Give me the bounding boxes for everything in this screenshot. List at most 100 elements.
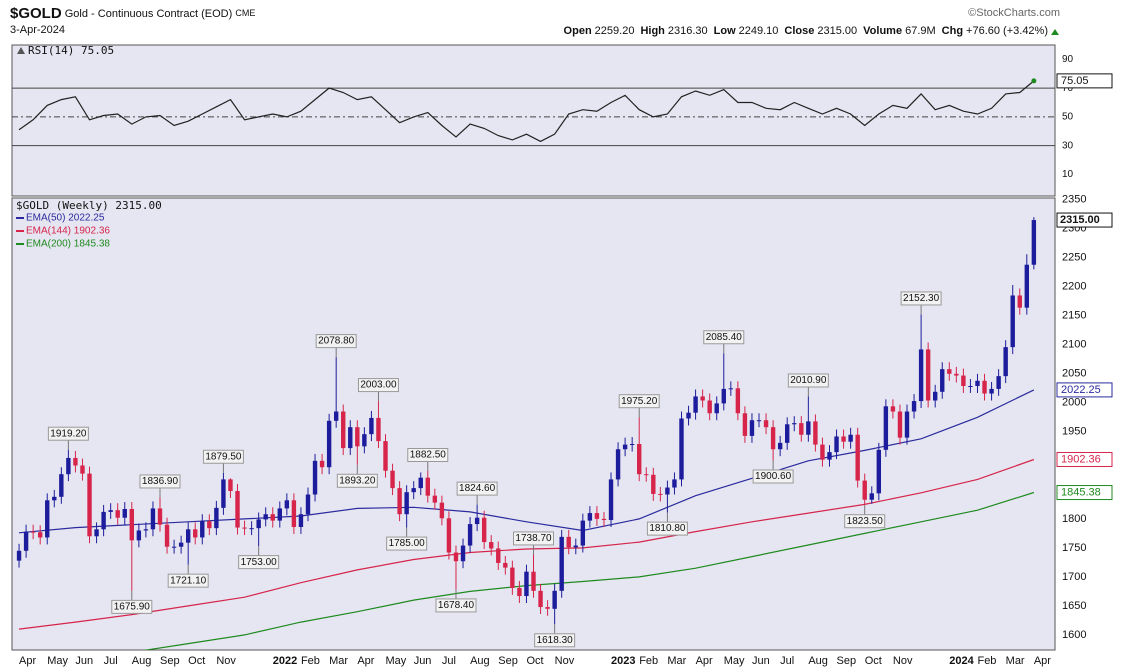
candle-body: [277, 508, 282, 521]
candle-body: [333, 411, 339, 421]
candle-body: [897, 411, 903, 438]
y-tick-label: 2000: [1062, 397, 1086, 409]
x-tick-label: Jun: [414, 655, 432, 667]
candle-body: [538, 590, 543, 608]
candle-body: [693, 396, 698, 413]
candle-body: [918, 349, 924, 402]
candle-body: [108, 510, 113, 512]
x-tick-label: Apr: [696, 655, 713, 667]
candle-body: [601, 518, 607, 521]
price-plot: [16, 217, 1037, 650]
rsi-panel: [11, 44, 1056, 197]
annotation-label: 2010.90: [790, 375, 827, 386]
x-tick-label: Jul: [104, 655, 118, 667]
quote-line: Open 2259.20 High 2316.30 Low 2249.10 Close 231…: [564, 25, 1048, 37]
annotation-box: [47, 426, 89, 441]
annotation-label: 2152.30: [903, 293, 940, 304]
candle-body: [143, 529, 149, 531]
candle-body: [672, 479, 677, 488]
y-tick-label: 1800: [1062, 513, 1086, 525]
candle-body: [975, 380, 980, 386]
y-tick-label: 2200: [1062, 281, 1086, 293]
candle-body: [827, 452, 832, 460]
candle-body: [1010, 295, 1015, 348]
candle-body: [777, 442, 783, 450]
x-tick-label: Nov: [216, 655, 236, 667]
quote-label: Chg: [942, 25, 963, 37]
y-tick-label: 2350: [1062, 194, 1086, 206]
annotation-box: [513, 531, 554, 546]
candle-body: [911, 401, 917, 412]
annotation-box: [111, 599, 153, 614]
annotation-label: 1675.90: [114, 602, 151, 613]
y-tick-label: 1750: [1062, 542, 1086, 554]
candle-body: [207, 521, 212, 529]
candle-body: [573, 545, 578, 548]
candle-body: [45, 500, 50, 538]
rsi-last-label-box: [1056, 73, 1113, 89]
ema-line: [18, 389, 1035, 534]
candle-body: [651, 474, 656, 494]
ema-end-label: 1845.38: [1061, 486, 1101, 498]
candle-body: [820, 444, 825, 460]
candle-body: [749, 420, 755, 436]
date: 3-Apr-2024: [10, 24, 65, 36]
ema-end-label: 1902.36: [1061, 453, 1101, 465]
candle-body: [700, 396, 705, 401]
annotation-box: [407, 447, 449, 462]
quote-label: Volume: [863, 25, 902, 37]
x-tick-label: Oct: [526, 655, 543, 667]
candle-body: [756, 420, 762, 422]
candle-body: [94, 529, 99, 537]
candle-body: [59, 474, 64, 497]
y-tick-label: 2050: [1062, 368, 1086, 380]
annotation-box: [202, 449, 244, 464]
x-tick-label: May: [724, 655, 745, 667]
annotation-label: 1810.80: [649, 523, 686, 534]
candle-body: [707, 400, 712, 414]
annotation-label: 1882.50: [410, 450, 447, 461]
candle-body: [214, 507, 219, 529]
candle-body: [242, 527, 247, 529]
candle-body: [714, 403, 719, 414]
annotation-box: [646, 521, 688, 536]
x-tick-label: 2022: [273, 655, 297, 667]
candle-body: [622, 444, 628, 450]
annotation-box: [703, 330, 745, 345]
contract-name: Gold - Continuous Contract (EOD): [65, 8, 233, 20]
annotation-box: [752, 469, 794, 484]
candle-body: [319, 460, 325, 468]
candle-body: [862, 480, 867, 500]
candle-body: [721, 388, 726, 404]
x-tick-label: Apr: [19, 655, 36, 667]
candle-body: [665, 487, 670, 495]
candle-body: [305, 494, 311, 515]
y-tick-label: 1950: [1062, 426, 1086, 438]
candle-body: [848, 434, 853, 442]
candle-body: [312, 460, 318, 495]
candle-body: [235, 491, 240, 528]
candle-body: [383, 441, 388, 471]
x-tick-label: Jun: [75, 655, 93, 667]
candle-body: [164, 524, 170, 547]
candle-body: [792, 423, 797, 425]
candle-body: [87, 473, 92, 537]
candle-body: [686, 412, 691, 419]
candle-body: [326, 420, 332, 468]
y-tick-label: 1700: [1062, 571, 1086, 583]
x-tick-label: Nov: [555, 655, 575, 667]
candle-body: [496, 548, 501, 563]
symbol: $GOLD: [10, 5, 62, 22]
quote-value: 2249.10: [739, 25, 779, 37]
rsi-line: [18, 80, 1035, 143]
candle-body: [679, 418, 684, 480]
candle-body: [566, 536, 571, 548]
candle-body: [524, 571, 529, 597]
candle-body: [341, 411, 346, 449]
x-tick-label: Oct: [865, 655, 882, 667]
candle-body: [1017, 295, 1022, 308]
quote-value: 2259.20: [595, 25, 635, 37]
candle-body: [1024, 264, 1030, 308]
candle-body: [460, 545, 466, 562]
